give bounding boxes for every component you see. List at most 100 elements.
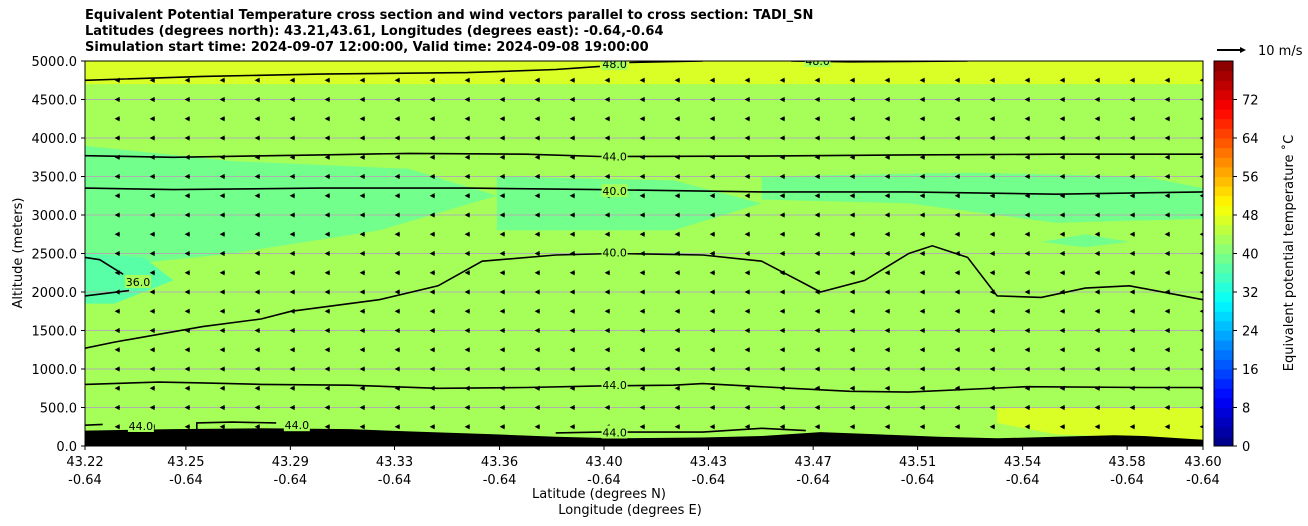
- wind-vector: [779, 116, 785, 122]
- wind-vector: [359, 347, 365, 353]
- wind-vector: [989, 404, 995, 411]
- wind-vector: [569, 116, 575, 122]
- wind-vector: [1059, 77, 1065, 83]
- wind-vector: [884, 250, 890, 257]
- wind-vector: [394, 135, 400, 141]
- wind-vector: [1094, 347, 1100, 353]
- wind-vector: [324, 154, 330, 160]
- wind-vector: [114, 347, 120, 353]
- wind-vector: [289, 77, 295, 83]
- wind-vector: [639, 173, 645, 180]
- wind-vector: [639, 135, 645, 141]
- wind-vector: [464, 327, 470, 334]
- colorbar-swatch: [1214, 292, 1233, 303]
- wind-vector: [394, 173, 400, 180]
- chart-title: Equivalent Potential Temperature cross s…: [85, 8, 813, 56]
- wind-vector: [114, 250, 120, 257]
- wind-vector: [114, 231, 120, 237]
- title-line-1: Equivalent Potential Temperature cross s…: [85, 8, 814, 23]
- wind-vector: [1129, 96, 1135, 103]
- wind-vector: [849, 231, 855, 237]
- wind-vector: [184, 404, 190, 411]
- wind-vector: [359, 404, 365, 411]
- wind-vector: [604, 327, 610, 334]
- wind-vector: [569, 289, 575, 295]
- wind-vector: [1164, 96, 1170, 103]
- wind-vector: [429, 231, 435, 237]
- wind-vector: [1199, 136, 1203, 140]
- contour-label-bg: [601, 184, 628, 198]
- colorbar-swatch: [1214, 378, 1233, 389]
- wind-vector: [1094, 173, 1100, 180]
- wind-vector: [534, 327, 540, 334]
- wind-vector: [324, 289, 330, 295]
- wind-vector: [429, 116, 435, 122]
- wind-vector: [289, 347, 295, 353]
- wind-vector: [394, 154, 400, 160]
- contour-label-6: 36.0: [126, 276, 151, 289]
- wind-vector: [569, 193, 575, 199]
- wind-vector: [394, 231, 400, 237]
- wind-vector: [499, 231, 505, 237]
- wind-vector: [429, 173, 435, 180]
- wind-vector: [324, 173, 330, 180]
- x-tick-lon-8: -0.64: [901, 473, 935, 488]
- wind-vector: [954, 116, 960, 122]
- wind-vector: [744, 327, 750, 334]
- wind-vector: [114, 173, 120, 180]
- contour-label-2: 48.0: [805, 55, 830, 68]
- wind-vector: [709, 424, 715, 430]
- wind-vector: [639, 327, 645, 334]
- wind-vector: [1024, 77, 1030, 83]
- fill-region-3: [761, 172, 1203, 223]
- wind-vector: [1199, 367, 1203, 371]
- wind-vector: [709, 404, 715, 411]
- wind-vector: [1199, 97, 1203, 102]
- wind-vector: [744, 250, 750, 257]
- wind-vector: [499, 327, 505, 334]
- wind-vector: [989, 250, 995, 257]
- contour-line-5: [85, 244, 1203, 349]
- wind-vector: [569, 366, 575, 372]
- wind-vector: [429, 308, 435, 314]
- wind-vector: [254, 424, 260, 430]
- wind-vector: [359, 135, 365, 141]
- wind-vector: [1164, 173, 1170, 180]
- wind-vector: [289, 250, 295, 257]
- y-tick-label-8: 4000.0: [32, 132, 78, 147]
- wind-vector: [289, 289, 295, 295]
- wind-vector: [744, 96, 750, 103]
- wind-vector: [779, 250, 785, 257]
- wind-vector: [464, 250, 470, 257]
- wind-vector: [674, 173, 680, 180]
- wind-vector: [1024, 424, 1030, 430]
- wind-vector: [219, 231, 225, 237]
- wind-vector: [254, 366, 260, 372]
- wind-vector: [1024, 366, 1030, 372]
- contour-label-4: 40.0: [602, 185, 627, 198]
- wind-vector: [324, 366, 330, 372]
- x-tick-lat-0: 43.22: [66, 455, 103, 470]
- contour-label-0: 48.0: [602, 58, 627, 71]
- wind-vector: [569, 404, 575, 411]
- wind-vector: [394, 308, 400, 314]
- wind-vector: [1129, 347, 1135, 353]
- wind-vector: [1094, 404, 1100, 411]
- wind-vector: [464, 173, 470, 180]
- wind-vector: [639, 366, 645, 372]
- y-tick-label-4: 2000.0: [32, 286, 78, 301]
- wind-vector: [1024, 231, 1030, 237]
- wind-vector: [604, 289, 610, 295]
- wind-vector: [534, 250, 540, 257]
- wind-vector: [464, 154, 470, 160]
- wind-vector: [639, 193, 645, 199]
- wind-vector: [919, 154, 925, 160]
- wind-vector: [289, 135, 295, 141]
- wind-vector: [919, 96, 925, 103]
- wind-vector: [219, 116, 225, 122]
- wind-vector: [394, 327, 400, 334]
- wind-vector: [359, 193, 365, 199]
- wind-vector: [639, 77, 645, 83]
- colorbar-swatch: [1214, 263, 1233, 274]
- wind-vector: [1164, 154, 1170, 160]
